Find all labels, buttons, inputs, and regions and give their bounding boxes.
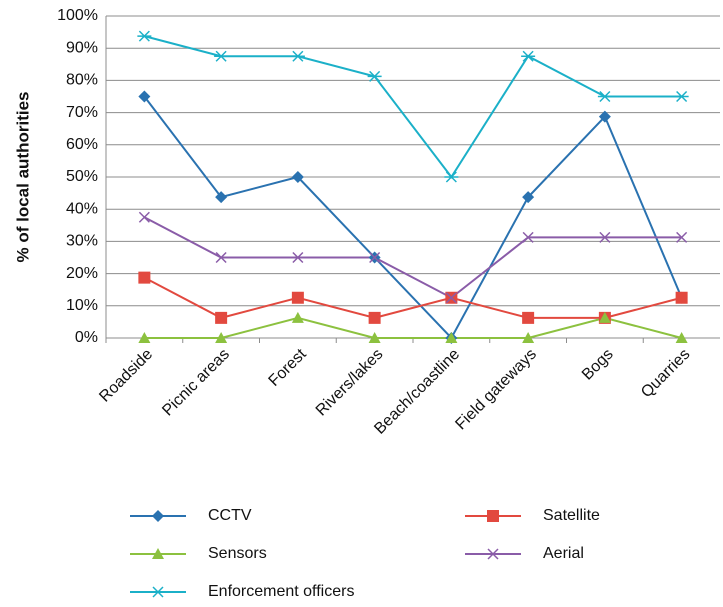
legend-label: Sensors	[208, 545, 267, 562]
legend-label: Aerial	[543, 545, 584, 562]
x-tick-label: Forest	[266, 345, 310, 389]
marker	[292, 251, 304, 264]
y-tick-label: 30%	[66, 233, 98, 250]
legend-label: Satellite	[543, 507, 600, 524]
legend-label: CCTV	[208, 507, 252, 524]
marker	[599, 231, 611, 243]
marker	[369, 251, 381, 264]
series-line	[143, 216, 682, 299]
x-tick-label: Rivers/lakes	[313, 346, 387, 420]
x-tick-label: Bogs	[579, 346, 617, 384]
marker	[522, 191, 535, 204]
marker	[444, 171, 459, 183]
x-tick-label: Quarries	[638, 346, 693, 401]
marker	[675, 332, 688, 343]
marker	[597, 90, 612, 103]
legend-marker	[152, 510, 164, 522]
series-line	[144, 35, 682, 179]
series-line	[143, 95, 683, 340]
marker	[445, 332, 458, 343]
y-tick-label: 20%	[66, 265, 98, 282]
marker	[215, 191, 228, 204]
marker	[675, 291, 688, 304]
x-tick-label: Beach/coastline	[371, 346, 463, 438]
y-tick-label: 50%	[66, 168, 98, 185]
y-tick-label: 60%	[66, 136, 98, 153]
x-tick-label: Picnic areas	[159, 346, 233, 420]
legend-marker	[487, 548, 499, 560]
legend-marker	[487, 510, 499, 522]
marker	[368, 311, 381, 324]
x-tick-label: Field gateways	[452, 346, 539, 433]
legend-marker	[152, 548, 164, 559]
marker	[291, 171, 304, 183]
marker	[138, 90, 151, 103]
marker	[598, 110, 611, 123]
marker	[138, 211, 150, 223]
marker	[368, 332, 381, 343]
y-tick-label: 0%	[75, 329, 98, 346]
marker	[676, 231, 688, 243]
marker	[674, 90, 689, 103]
marker	[522, 332, 535, 343]
y-tick-label: 70%	[66, 104, 98, 121]
y-tick-label: 80%	[66, 72, 98, 89]
marker	[291, 291, 304, 304]
series-line	[144, 316, 682, 339]
y-tick-label: 90%	[66, 39, 98, 56]
marker	[138, 271, 151, 284]
marker	[215, 251, 227, 264]
marker	[522, 311, 535, 324]
marker	[137, 30, 152, 42]
x-tick-label: Roadside	[96, 346, 156, 406]
marker	[138, 332, 151, 343]
marker	[214, 50, 229, 62]
marker	[522, 231, 534, 243]
marker	[215, 311, 228, 324]
y-tick-label: 40%	[66, 200, 98, 217]
y-tick-label: 100%	[57, 7, 98, 24]
marker	[215, 332, 228, 343]
marker	[598, 311, 611, 323]
marker	[290, 50, 305, 62]
y-tick-label: 10%	[66, 297, 98, 314]
marker	[367, 70, 382, 82]
series-line	[143, 276, 682, 319]
marker	[521, 50, 536, 62]
y-axis-label: % of local authorities	[13, 92, 32, 263]
legend-label: Enforcement officers	[208, 583, 354, 600]
legend-marker	[151, 586, 165, 598]
marker	[291, 311, 304, 323]
marker	[445, 292, 457, 304]
